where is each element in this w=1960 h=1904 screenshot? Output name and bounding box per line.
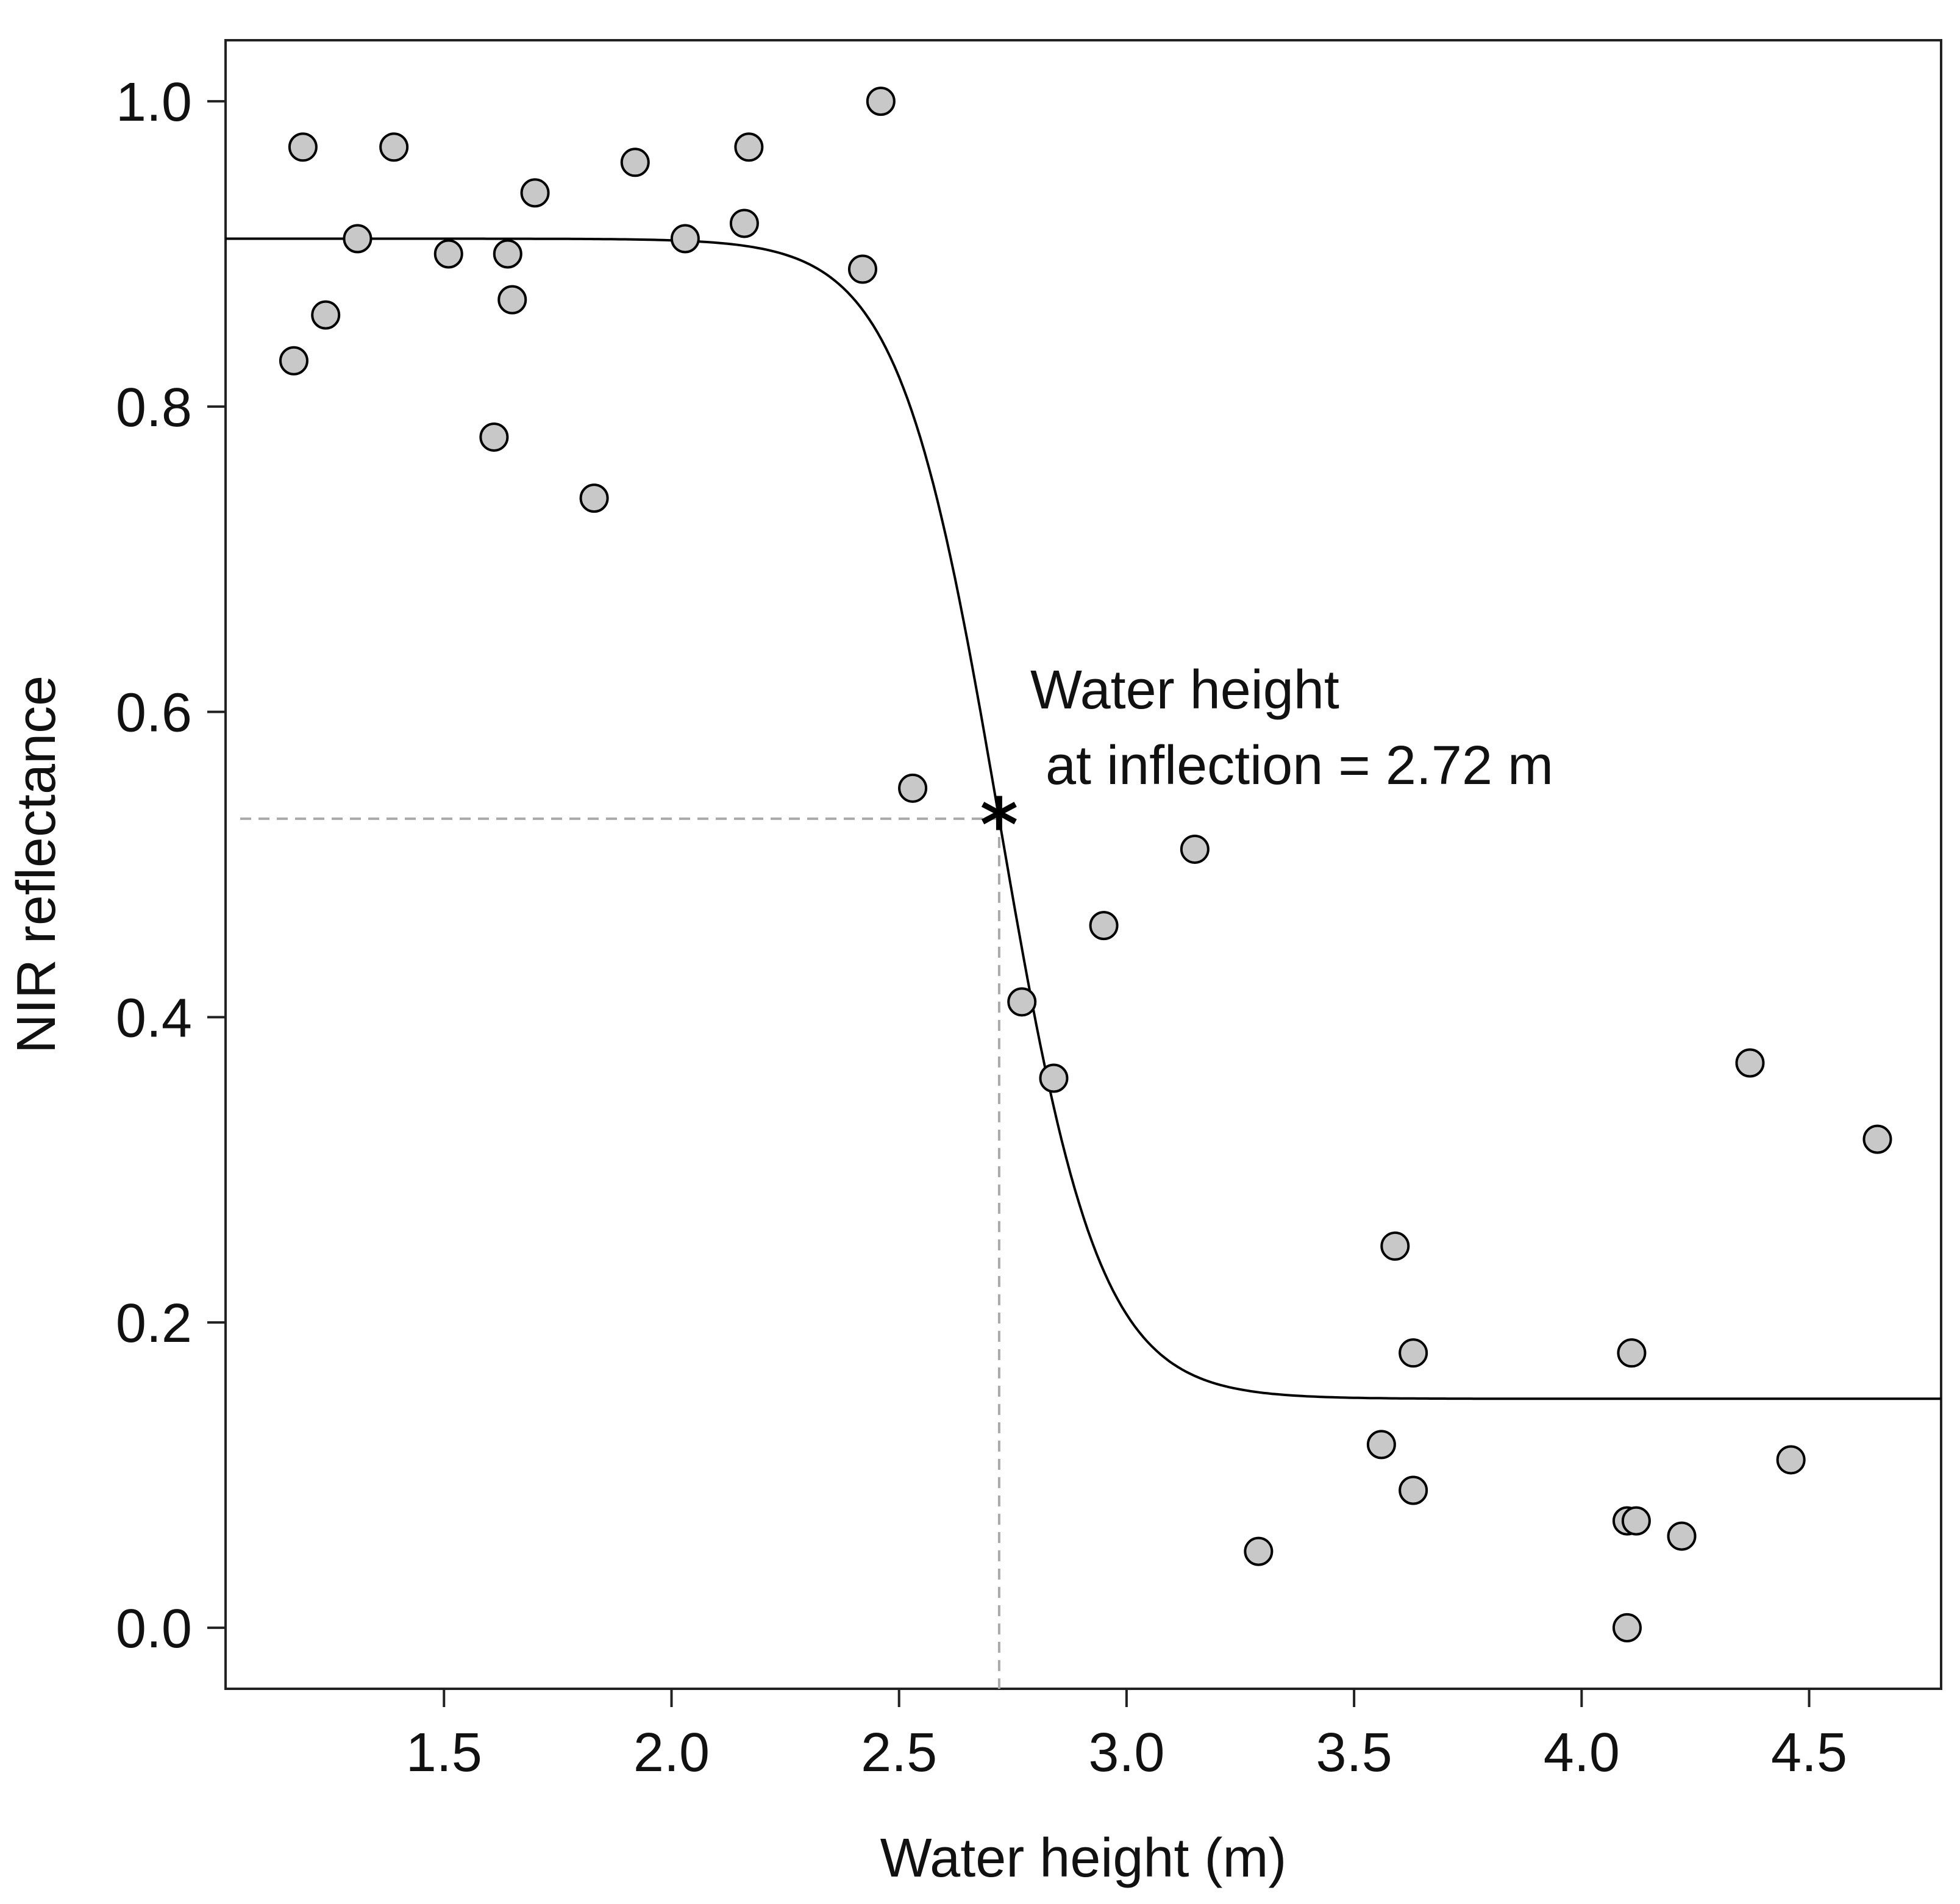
data-point [520,178,550,208]
x-tick-label: 1.5 [406,1722,482,1783]
y-tick-label: 1.0 [116,72,192,133]
y-tick-label: 0.6 [116,683,192,744]
data-point [433,239,463,269]
data-point [1612,1613,1642,1642]
data-point [1862,1124,1892,1154]
data-point [379,132,409,162]
data-point [497,285,527,315]
x-tick-label: 2.5 [861,1722,937,1783]
data-point [1617,1338,1647,1368]
data-point [1621,1506,1651,1536]
fit-curve-layer [226,237,1941,1400]
data-point [343,224,372,254]
fit-curve-line [226,237,1941,1400]
data-point [670,224,700,254]
data-point [1039,1063,1069,1093]
data-point [493,239,522,269]
data-point [1007,987,1037,1017]
data-point [288,132,318,162]
annotation-line-1: Water height [1030,660,1339,721]
plot-layer: 1.5 2.0 2.5 3.0 3.5 4.0 4.5 0.0 0.2 0.4 0.6 0.8 1.0… [116,39,1942,1783]
x-tick-label: 2.0 [633,1722,710,1783]
x-tick-label: 4.5 [1771,1722,1847,1783]
data-point [1399,1475,1428,1505]
data-point [620,148,650,177]
data-point [1089,911,1119,941]
data-point [1776,1445,1806,1475]
x-tick-label: 4.0 [1544,1722,1620,1783]
data-point [866,87,896,116]
y-axis-title: NIR reflectance [6,676,67,1054]
data-point [1366,1430,1396,1460]
inflection-marker: * [980,783,1019,868]
x-tick-label: 3.5 [1316,1722,1392,1783]
y-tick-label: 0.2 [116,1293,192,1354]
x-axis: 1.5 2.0 2.5 3.0 3.5 4.0 4.5 [406,1689,1847,1783]
y-axis: 0.0 0.2 0.4 0.6 0.8 1.0 [116,72,226,1660]
plot-frame [224,39,1942,1690]
data-point [898,773,928,803]
data-point [311,300,341,330]
reference-lines [240,817,1000,1689]
data-point [729,209,759,238]
data-point [1244,1536,1274,1566]
y-tick-label: 0.4 [116,988,192,1049]
data-point [1735,1048,1765,1078]
data-point [279,346,308,376]
data-point [1667,1521,1697,1551]
data-point [1180,834,1210,864]
data-points [279,87,1892,1642]
y-tick-label: 0.8 [116,377,192,438]
inflection-marker-layer: * [980,783,1019,868]
data-point [1399,1338,1428,1368]
y-tick-label: 0.0 [116,1599,192,1660]
data-point [1380,1231,1410,1261]
data-point [479,422,509,452]
data-point [847,254,877,284]
x-tick-label: 3.0 [1088,1722,1164,1783]
annotation-line-2: at inflection = 2.72 m [1030,735,1553,796]
data-point [579,483,609,513]
data-point [734,132,764,162]
x-axis-title: Water height (m) [880,1828,1287,1889]
